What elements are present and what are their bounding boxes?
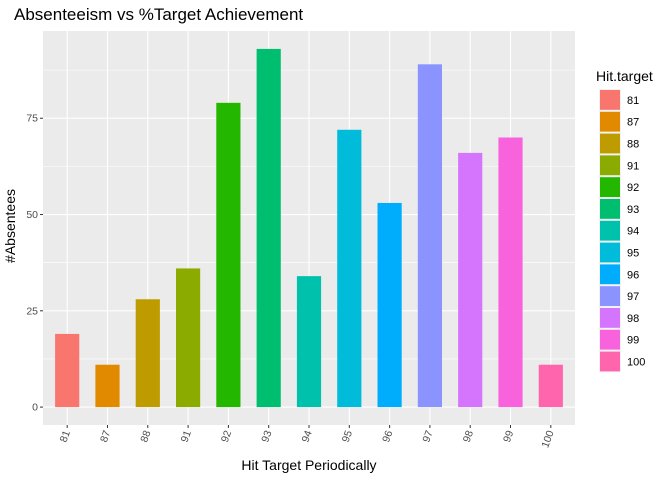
x-axis-ticks: 81 87 88 91 92 93 94 95 96 97 98 99 100 [58, 425, 557, 450]
y-tick-label: 50 [26, 209, 38, 221]
legend-swatch [600, 155, 620, 176]
y-tick-label: 25 [26, 305, 38, 317]
x-tick-label: 96 [380, 429, 395, 444]
bar-96 [377, 202, 402, 408]
x-tick-label: 100 [539, 429, 556, 450]
legend-label: 100 [627, 357, 645, 369]
legend-swatch [600, 242, 620, 263]
legend: Hit.target 81 87 88 91 92 93 94 95 96 97 98 99 100 [596, 68, 653, 373]
x-tick-label: 93 [259, 429, 274, 444]
legend-label: 91 [627, 160, 639, 172]
x-tick-label: 88 [138, 429, 153, 444]
x-tick-label: 94 [300, 429, 315, 444]
legend-title: Hit.target [596, 68, 653, 84]
bar-91 [176, 268, 201, 408]
legend-swatch [600, 133, 620, 154]
legend-swatch [600, 111, 620, 132]
chart-title: Absenteeism vs %Target Achievement [14, 5, 303, 24]
bar-100 [538, 364, 563, 408]
legend-swatch [600, 199, 620, 219]
legend-label: 87 [627, 117, 639, 129]
x-tick-label: 81 [58, 429, 73, 444]
bar-99 [498, 137, 523, 408]
legend-swatch [600, 286, 620, 306]
legend-label: 95 [627, 248, 639, 260]
legend-swatch [600, 90, 620, 110]
bar-81 [55, 333, 80, 408]
legend-label: 92 [627, 182, 639, 194]
legend-swatch [600, 177, 620, 197]
bars [55, 48, 563, 408]
bar-93 [256, 48, 281, 408]
bar-97 [417, 64, 442, 408]
y-axis-title: #Absentees [2, 189, 18, 263]
y-tick-label: 0 [32, 402, 38, 414]
legend-label: 97 [627, 291, 639, 303]
bar-88 [135, 299, 160, 408]
legend-items: 81 87 88 91 92 93 94 95 96 97 98 99 100 [599, 89, 645, 373]
legend-label: 98 [627, 313, 639, 325]
bar-92 [216, 102, 241, 408]
bar-87 [95, 364, 120, 408]
x-tick-label: 98 [461, 429, 476, 444]
legend-swatch [600, 220, 620, 241]
legend-label: 99 [627, 335, 639, 347]
x-tick-label: 92 [219, 429, 234, 444]
legend-label: 88 [627, 139, 639, 151]
legend-label: 94 [627, 226, 639, 238]
x-tick-label: 95 [340, 429, 355, 444]
bar-94 [296, 276, 322, 408]
x-axis-title: Hit Target Periodically [241, 457, 376, 473]
legend-swatch [600, 351, 620, 372]
legend-swatch [600, 329, 620, 350]
y-axis-ticks: 0 25 50 75 [26, 113, 43, 414]
x-tick-label: 87 [98, 429, 113, 444]
x-tick-label: 91 [179, 429, 194, 444]
legend-label: 81 [627, 95, 639, 107]
legend-label: 96 [627, 269, 639, 281]
y-tick-label: 75 [26, 113, 38, 125]
bar-95 [337, 129, 362, 408]
legend-swatch [600, 308, 620, 328]
legend-label: 93 [627, 204, 639, 216]
legend-swatch [600, 264, 620, 285]
x-tick-label: 97 [420, 429, 435, 444]
x-tick-label: 99 [501, 429, 516, 444]
bar-98 [458, 152, 483, 408]
